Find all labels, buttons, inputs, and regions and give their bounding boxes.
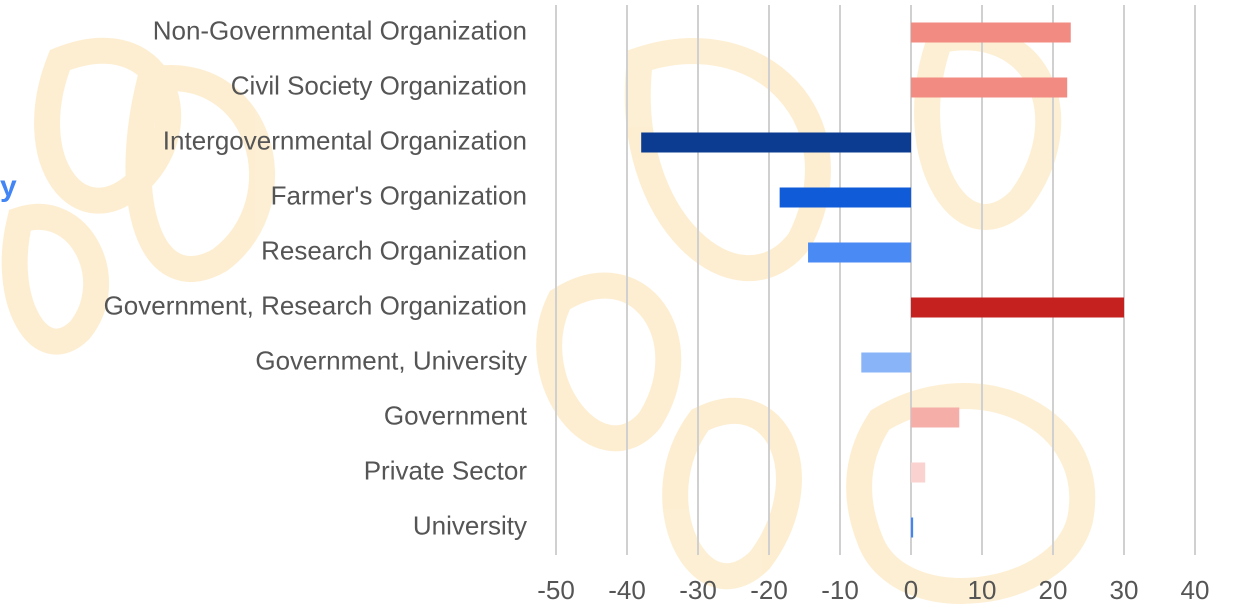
y-tick-label: Intergovernmental Organization — [163, 125, 527, 155]
x-tick-label: -10 — [821, 575, 859, 605]
bar — [911, 462, 926, 483]
y-tick-label: Civil Society Organization — [231, 70, 527, 100]
x-tick-label: -20 — [750, 575, 788, 605]
y-tick-label: Farmer's Organization — [271, 180, 527, 210]
title-fragment: y — [0, 170, 17, 203]
x-tick-label: -50 — [537, 575, 575, 605]
bar — [911, 517, 914, 538]
bar — [808, 242, 911, 263]
bar — [641, 132, 911, 153]
y-tick-label: University — [413, 510, 527, 540]
x-tick-label: 40 — [1181, 575, 1210, 605]
bar — [911, 77, 1068, 98]
x-tick-label: 10 — [968, 575, 997, 605]
bar — [911, 22, 1071, 43]
bar — [779, 187, 911, 208]
x-tick-label: 20 — [1039, 575, 1068, 605]
y-tick-label: Private Sector — [364, 455, 528, 485]
x-tick-label: -30 — [679, 575, 717, 605]
bar — [911, 407, 960, 428]
y-tick-label: Government, Research Organization — [104, 290, 527, 320]
y-tick-label: Non-Governmental Organization — [153, 15, 527, 45]
y-tick-label: Government — [384, 400, 528, 430]
x-tick-label: 0 — [904, 575, 918, 605]
bar — [861, 352, 911, 373]
x-tick-label: 30 — [1110, 575, 1139, 605]
y-tick-label: Government, University — [255, 345, 527, 375]
x-tick-label: -40 — [608, 575, 646, 605]
y-tick-label: Research Organization — [261, 235, 527, 265]
bar — [911, 297, 1124, 318]
